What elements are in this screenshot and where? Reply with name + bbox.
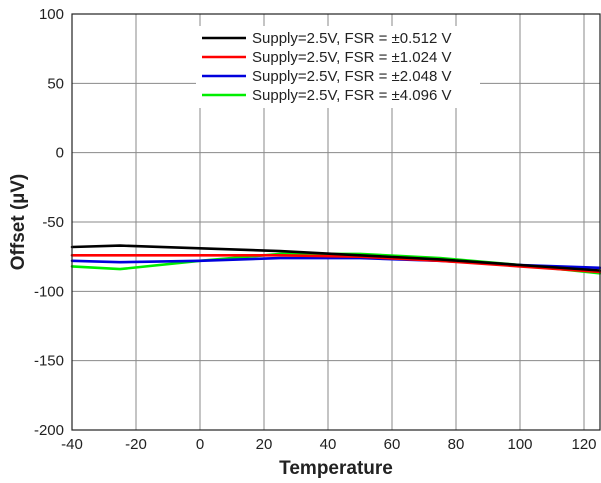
series-lines xyxy=(70,244,601,275)
x-tick-labels: -40 -20 0 20 40 60 80 100 120 xyxy=(61,436,596,453)
y-tick-label: 100 xyxy=(39,6,64,23)
x-tick-label: 0 xyxy=(196,436,204,453)
x-axis-title: Temperature xyxy=(279,458,393,479)
x-tick-label: 120 xyxy=(571,436,596,453)
x-tick-label: 60 xyxy=(384,436,401,453)
legend-label-4: Supply=2.5V, FSR = ±4.096 V xyxy=(252,87,451,104)
plot-area-border xyxy=(71,13,601,431)
series-line-1 xyxy=(70,244,601,272)
legend: Supply=2.5V, FSR = ±0.512 V Supply=2.5V, … xyxy=(196,26,480,108)
x-tick-label: 40 xyxy=(320,436,337,453)
x-tick-label: 100 xyxy=(507,436,532,453)
x-tick-label: -40 xyxy=(61,436,83,453)
legend-label-2: Supply=2.5V, FSR = ±1.024 V xyxy=(252,49,451,66)
y-tick-label: 0 xyxy=(56,145,64,162)
y-tick-label: 50 xyxy=(47,75,64,92)
y-axis-title: Offset (µV) xyxy=(8,174,29,270)
y-tick-label: -50 xyxy=(42,214,64,231)
y-tick-labels: 100 50 0 -50 -100 -150 -200 xyxy=(34,6,64,439)
legend-label-1: Supply=2.5V, FSR = ±0.512 V xyxy=(252,30,451,47)
series-line-2 xyxy=(70,254,601,274)
x-tick-label: 80 xyxy=(448,436,465,453)
y-tick-label: -150 xyxy=(34,353,64,370)
x-tick-label: 20 xyxy=(256,436,273,453)
y-tick-label: -200 xyxy=(34,422,64,439)
y-tick-label: -100 xyxy=(34,283,64,300)
x-tick-label: -20 xyxy=(125,436,147,453)
legend-label-3: Supply=2.5V, FSR = ±2.048 V xyxy=(252,68,451,85)
